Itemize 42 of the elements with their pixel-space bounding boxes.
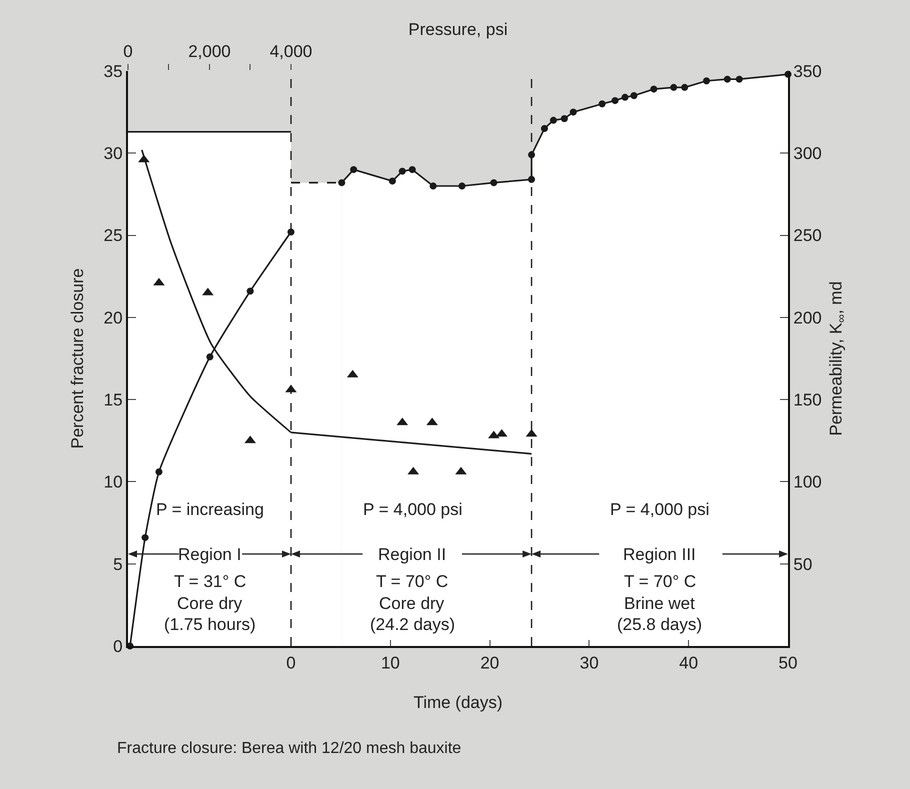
x-tick-label: 0 [286,653,296,672]
annotation: P = 4,000 psi [363,500,462,519]
y2-tick-label: 100 [793,472,822,492]
annotation: Core dry [379,594,445,613]
y2-tick-label: 250 [793,226,822,246]
y-axis-title: Percent fracture closure [68,268,87,449]
text: Fracture closure: Berea with 12/20 mesh bauxite [117,740,462,757]
y2-tick-label: 200 [793,308,822,328]
x2-tick-label: 4,000 [270,42,312,62]
annotation: P = 4,000 psi [610,500,710,519]
y-tick-label: 20 [104,308,123,328]
annotation: (25.8 days) [617,615,702,634]
annotation: Region I [178,545,242,564]
y2-tick-label: 350 [793,62,822,81]
annotation: (24.2 days) [370,615,456,634]
y-tick-label: 15 [104,390,123,410]
annotation: P = increasing [156,500,264,519]
y2-tick-label: 150 [793,390,822,410]
annotation: Region III [623,545,696,564]
annotation: Region II [378,545,446,564]
y-tick-label: 25 [104,226,123,246]
y-tick-label: 5 [113,554,123,574]
x-tick-label: 20 [480,653,500,672]
annotation: (1.75 hours) [164,615,256,634]
x-tick-label: 40 [679,653,698,672]
y-tick-label: 0 [113,636,123,656]
annotation: T = 70° C [376,572,448,591]
text: 2,000 [188,42,231,62]
x-tick-label: 10 [380,653,400,672]
y2-tick-label: 300 [793,144,822,164]
annotation: T = 31° C [174,572,246,591]
x-axis-title: Time (days) [413,693,503,712]
annotation: T = 70° C [624,572,696,591]
x-tick-label: 50 [778,653,798,672]
y-tick-label: 10 [104,472,123,492]
x2-axis-title: Pressure, psi [408,20,508,39]
x-tick-label: 30 [580,653,599,672]
annotation: Core dry [177,594,243,613]
y2-tick-label: 50 [793,554,812,574]
y-tick-label: 35 [104,62,123,81]
annotation: Brine wet [624,594,696,613]
y-tick-label: 30 [104,144,123,164]
